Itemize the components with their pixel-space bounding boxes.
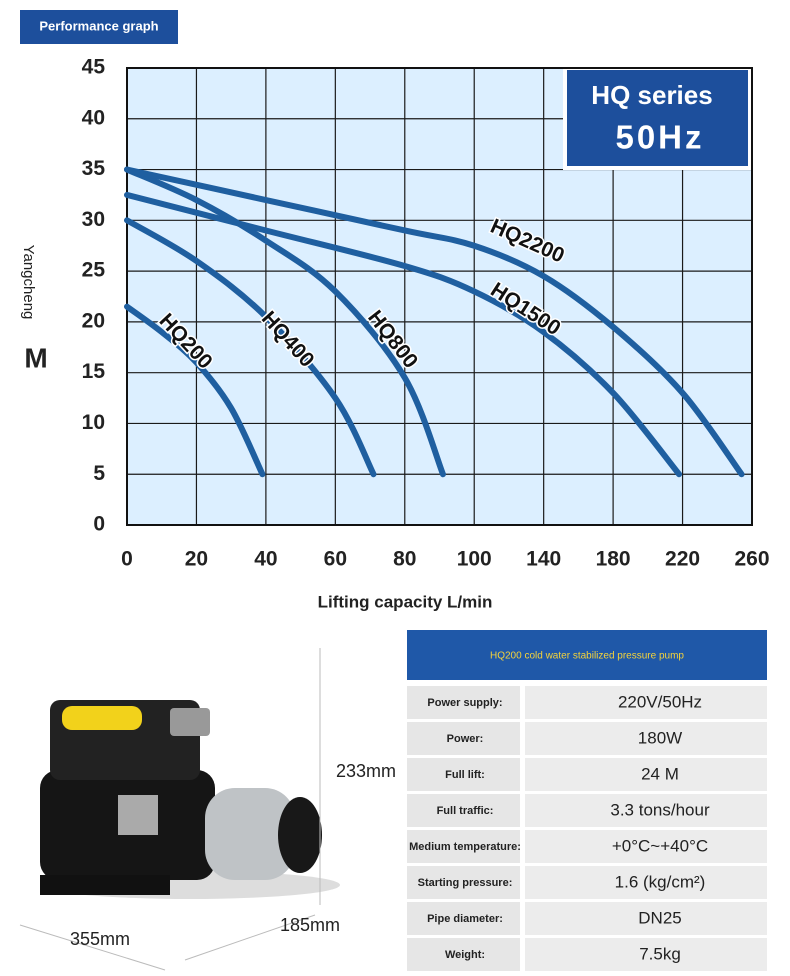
row-label: Full lift: <box>445 769 485 781</box>
row-label: Medium temperature: <box>409 841 521 853</box>
badge <box>567 70 748 166</box>
row-label: Pipe diameter: <box>427 913 503 925</box>
connector <box>118 795 158 835</box>
header-title: Performance graph <box>39 18 158 33</box>
row-value-cell <box>525 830 767 863</box>
y-axis-unit: M <box>24 342 47 373</box>
y-tick-label: 25 <box>82 259 106 282</box>
table-title: HQ200 cold water stabilized pressure pum… <box>490 651 684 662</box>
curve <box>124 191 683 478</box>
label-plate <box>62 706 142 730</box>
row-label: Weight: <box>445 949 485 961</box>
x-tick-label: 220 <box>665 548 700 571</box>
row-label: Power supply: <box>427 697 502 709</box>
y-tick-label: 45 <box>82 56 106 79</box>
row-value: 220V/50Hz <box>618 692 702 711</box>
row-value: 24 M <box>641 764 679 783</box>
outlet <box>170 708 210 736</box>
x-axis-label: Lifting capacity L/min <box>318 592 493 611</box>
y-tick-label: 40 <box>82 106 105 129</box>
x-tick-label: 100 <box>457 548 492 571</box>
header-bar <box>20 10 178 44</box>
plot-frame <box>126 67 753 526</box>
row-label: Starting pressure: <box>418 877 513 889</box>
row-value: DN25 <box>638 908 681 927</box>
x-tick-label: 40 <box>254 548 277 571</box>
y-tick-label: 0 <box>93 513 105 536</box>
table-header <box>407 630 767 680</box>
row-value: 1.6 (kg/cm²) <box>615 872 706 891</box>
plot-overlay: HQ series 50Hz HQ200 HQ400 HQ800 HQ1500HQ22… <box>124 66 753 526</box>
row-value-cell <box>525 938 767 971</box>
row-label: Full traffic: <box>437 805 494 817</box>
dimension-depth: 185mm <box>280 915 340 935</box>
inlet <box>278 797 322 873</box>
y-axis-label: Yangcheng <box>20 245 37 320</box>
row-value-cell <box>525 686 767 719</box>
spec-table: Power supply: 220V/50Hz Power: 180W Full lif… <box>407 686 767 971</box>
x-tick-label: 20 <box>185 548 208 571</box>
x-tick-label: 60 <box>324 548 347 571</box>
y-tick-label: 20 <box>82 309 105 332</box>
row-label-cell <box>407 686 520 719</box>
row-label-cell <box>407 938 520 971</box>
row-value: 7.5kg <box>639 944 681 963</box>
curve <box>124 166 745 478</box>
row-value-cell <box>525 722 767 755</box>
row-label-cell <box>407 902 520 935</box>
row-label-cell <box>407 758 520 791</box>
badge-subtitle: 50Hz <box>615 119 704 156</box>
x-tick-label: 180 <box>596 548 631 571</box>
x-tick-label: 140 <box>526 548 561 571</box>
curve <box>124 166 446 478</box>
curve <box>124 303 266 478</box>
row-value-cell <box>525 902 767 935</box>
badge-title: HQ series <box>591 80 712 110</box>
x-tick-label: 80 <box>393 548 416 571</box>
y-tick-label: 15 <box>82 360 106 383</box>
row-label-cell <box>407 830 520 863</box>
y-tick-label: 10 <box>82 411 105 434</box>
dimension-length: 355mm <box>70 929 130 949</box>
pump-head <box>205 788 295 880</box>
x-tick-label: 260 <box>734 548 769 571</box>
product-image <box>19 648 340 971</box>
row-label: Power: <box>447 733 484 745</box>
y-tick-label: 30 <box>82 208 105 231</box>
base <box>40 875 170 895</box>
row-value-cell <box>525 866 767 899</box>
dimension-height: 233mm <box>336 761 396 781</box>
x-tick-label: 0 <box>121 548 133 571</box>
row-label-cell <box>407 794 520 827</box>
row-label-cell <box>407 722 520 755</box>
y-tick-label: 35 <box>82 157 106 180</box>
row-value: 3.3 tons/hour <box>610 800 710 819</box>
row-value: +0°C~+40°C <box>612 836 708 855</box>
length-line <box>19 924 166 971</box>
curve <box>124 217 377 478</box>
row-value-cell <box>525 794 767 827</box>
row-label-cell <box>407 866 520 899</box>
row-value-cell <box>525 758 767 791</box>
row-value: 180W <box>638 728 682 747</box>
depth-line <box>184 914 316 961</box>
y-tick-label: 5 <box>93 462 105 485</box>
